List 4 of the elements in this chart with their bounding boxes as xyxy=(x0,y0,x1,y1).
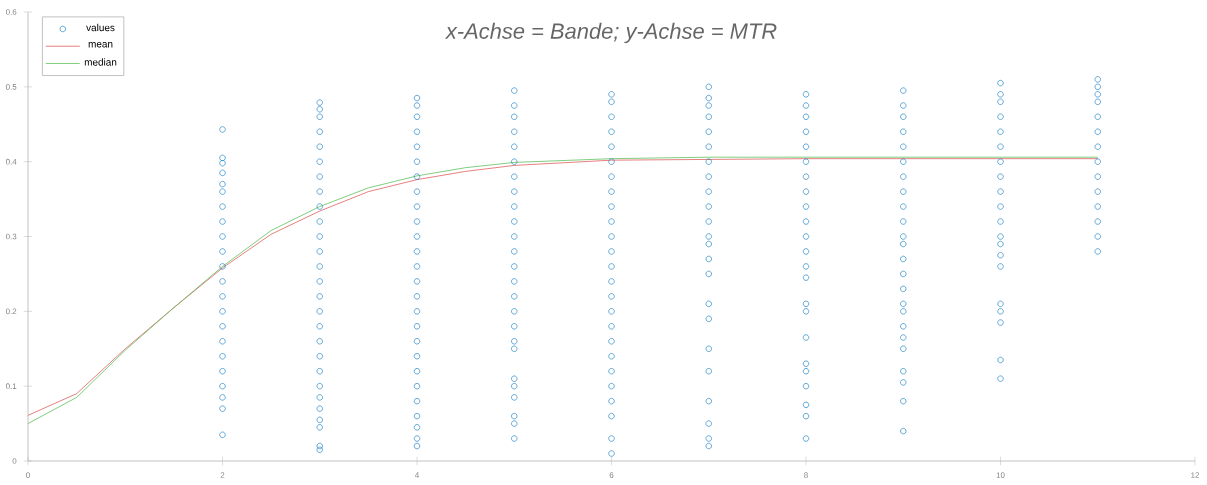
legend-label: mean xyxy=(88,42,113,48)
chart-title: x-Achse = Bande; y-Achse = MTR xyxy=(444,22,777,44)
legend-label: median xyxy=(84,58,117,66)
legend-label: values xyxy=(86,23,115,32)
